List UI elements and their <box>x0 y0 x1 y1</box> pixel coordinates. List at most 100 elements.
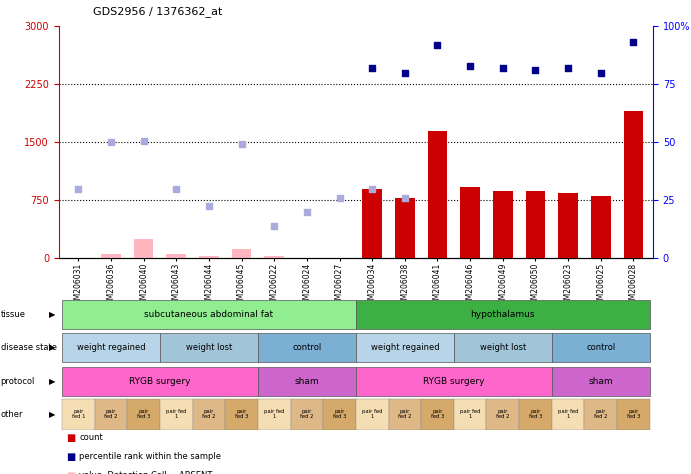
Text: tissue: tissue <box>1 310 26 319</box>
Text: pair
fed 2: pair fed 2 <box>496 409 509 419</box>
Text: RYGB surgery: RYGB surgery <box>423 377 484 385</box>
Bar <box>493 191 513 258</box>
Bar <box>585 399 617 430</box>
Bar <box>428 131 447 258</box>
Text: sham: sham <box>589 377 613 385</box>
Bar <box>95 399 127 430</box>
Bar <box>127 399 160 430</box>
Text: sham: sham <box>294 377 319 385</box>
Bar <box>526 191 545 258</box>
Bar <box>422 399 454 430</box>
Text: control: control <box>586 344 616 352</box>
Text: pair fed
1: pair fed 1 <box>558 409 578 419</box>
Text: pair
fed 3: pair fed 3 <box>137 409 151 419</box>
Point <box>464 62 475 69</box>
Bar <box>356 333 454 363</box>
Bar <box>552 366 650 396</box>
Point <box>399 69 410 76</box>
Point <box>269 222 280 229</box>
Text: subcutaneous abdominal fat: subcutaneous abdominal fat <box>144 310 274 319</box>
Text: GDS2956 / 1376362_at: GDS2956 / 1376362_at <box>93 6 223 17</box>
Text: value, Detection Call = ABSENT: value, Detection Call = ABSENT <box>79 471 213 474</box>
Point <box>595 69 606 76</box>
Text: ▶: ▶ <box>49 410 55 419</box>
Text: ▶: ▶ <box>49 310 55 319</box>
Bar <box>265 256 284 258</box>
Bar <box>486 399 519 430</box>
Bar <box>623 111 643 258</box>
Text: pair
fed 2: pair fed 2 <box>202 409 216 419</box>
Point <box>432 41 443 48</box>
Bar <box>356 399 388 430</box>
Bar <box>193 399 225 430</box>
Text: count: count <box>79 433 103 442</box>
Point <box>73 185 84 192</box>
Point <box>138 137 149 145</box>
Text: ■: ■ <box>66 471 75 474</box>
Point <box>498 64 509 72</box>
Bar <box>323 399 356 430</box>
Text: pair
fed 1: pair fed 1 <box>72 409 85 419</box>
Bar <box>258 333 356 363</box>
Bar <box>160 333 258 363</box>
Bar <box>519 399 552 430</box>
Bar <box>460 187 480 258</box>
Text: weight regained: weight regained <box>77 344 145 352</box>
Text: percentile rank within the sample: percentile rank within the sample <box>79 452 221 461</box>
Bar <box>454 333 552 363</box>
Point <box>530 66 541 74</box>
Text: pair
fed 3: pair fed 3 <box>529 409 542 419</box>
Text: ▶: ▶ <box>49 344 55 352</box>
Point <box>562 64 574 72</box>
Point <box>367 185 378 192</box>
Bar <box>62 333 160 363</box>
Point <box>236 140 247 147</box>
Text: weight regained: weight regained <box>370 344 439 352</box>
Text: protocol: protocol <box>1 377 35 385</box>
Bar <box>552 399 585 430</box>
Bar <box>199 256 219 258</box>
Bar <box>454 399 486 430</box>
Text: pair
fed 2: pair fed 2 <box>300 409 314 419</box>
Bar <box>101 255 121 258</box>
Bar <box>225 399 258 430</box>
Text: pair fed
1: pair fed 1 <box>166 409 187 419</box>
Text: pair
fed 3: pair fed 3 <box>235 409 248 419</box>
Bar <box>258 366 356 396</box>
Point <box>399 194 410 202</box>
Point <box>171 185 182 192</box>
Bar <box>395 198 415 258</box>
Text: pair
fed 3: pair fed 3 <box>333 409 346 419</box>
Bar <box>356 300 650 329</box>
Bar <box>62 399 95 430</box>
Point <box>301 208 312 216</box>
Text: pair fed
1: pair fed 1 <box>460 409 480 419</box>
Text: pair
fed 2: pair fed 2 <box>398 409 412 419</box>
Text: pair
fed 3: pair fed 3 <box>627 409 640 419</box>
Text: ■: ■ <box>66 452 75 462</box>
Text: other: other <box>1 410 23 419</box>
Text: pair
fed 2: pair fed 2 <box>104 409 117 419</box>
Point <box>106 138 117 146</box>
Bar <box>160 399 193 430</box>
Text: pair fed
1: pair fed 1 <box>264 409 285 419</box>
Text: hypothalamus: hypothalamus <box>471 310 535 319</box>
Point <box>203 202 214 210</box>
Bar <box>62 366 258 396</box>
Bar <box>134 239 153 258</box>
Text: disease state: disease state <box>1 344 57 352</box>
Bar <box>231 249 252 258</box>
Bar <box>62 300 356 329</box>
Bar <box>388 399 422 430</box>
Bar <box>552 333 650 363</box>
Text: ▶: ▶ <box>49 377 55 385</box>
Bar <box>258 399 290 430</box>
Point <box>628 38 639 46</box>
Bar <box>362 189 382 258</box>
Point <box>367 64 378 72</box>
Bar <box>591 196 611 258</box>
Text: weight lost: weight lost <box>186 344 232 352</box>
Text: RYGB surgery: RYGB surgery <box>129 377 191 385</box>
Text: weight lost: weight lost <box>480 344 526 352</box>
Text: pair fed
1: pair fed 1 <box>362 409 382 419</box>
